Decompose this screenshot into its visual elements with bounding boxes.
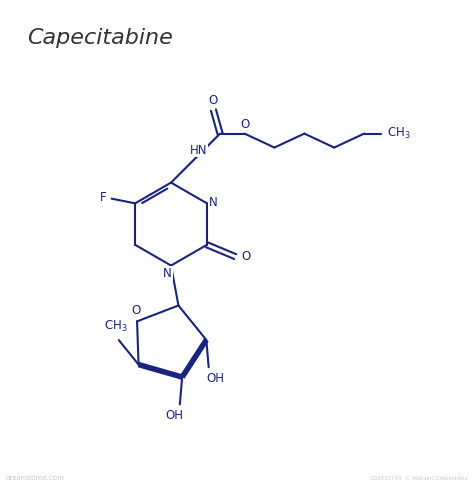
Text: HN: HN [190, 144, 208, 156]
Text: N: N [164, 267, 172, 280]
Text: OH: OH [165, 409, 183, 422]
Text: CH$_3$: CH$_3$ [387, 126, 410, 141]
Text: dreamstime.com: dreamstime.com [6, 475, 65, 481]
Text: O: O [241, 118, 250, 130]
Text: Capecitabine: Capecitabine [27, 28, 173, 48]
Text: CH$_3$: CH$_3$ [104, 320, 128, 334]
Text: OH: OH [207, 372, 225, 384]
Text: O: O [131, 304, 141, 318]
Text: O: O [209, 94, 218, 107]
Text: O: O [241, 250, 250, 263]
Text: N: N [209, 196, 218, 209]
Text: F: F [100, 191, 106, 204]
Text: 202533734  © Maksim Grebeshkov: 202533734 © Maksim Grebeshkov [370, 476, 468, 481]
